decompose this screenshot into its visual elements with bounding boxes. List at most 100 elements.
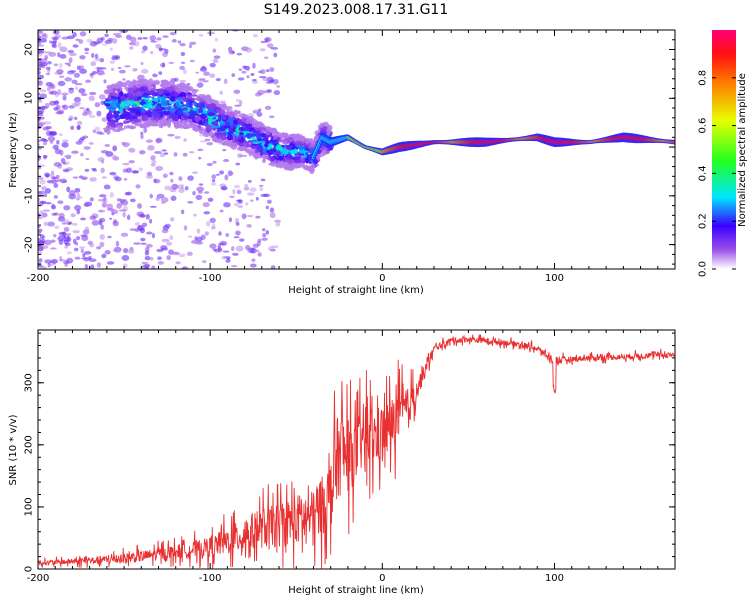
ridge-blob <box>178 82 184 88</box>
noise-blob <box>187 200 194 204</box>
ridge-blob <box>131 103 138 108</box>
ridge-blob <box>279 160 285 167</box>
ridge-blob <box>244 148 250 153</box>
noise-blob <box>237 199 243 204</box>
ridge-blob <box>134 97 140 102</box>
ridge-blob <box>207 112 216 117</box>
noise-blob <box>273 52 278 58</box>
noise-blob <box>149 218 153 224</box>
noise-blob <box>72 229 80 234</box>
ridge-blob <box>275 145 283 151</box>
ridge-blob <box>185 103 190 108</box>
noise-blob <box>43 141 47 146</box>
ridge-blob <box>304 147 310 151</box>
noise-blob <box>210 182 217 186</box>
spectrogram-x-tick-label: -200 <box>27 273 50 284</box>
noise-blob <box>138 167 144 172</box>
ridge-blob <box>186 119 194 123</box>
noise-blob <box>39 89 47 93</box>
snr-x-tick-label: 100 <box>545 573 564 584</box>
noise-blob <box>198 156 202 160</box>
ridge-blob <box>195 95 201 102</box>
noise-blob <box>85 79 91 83</box>
noise-blob <box>57 42 62 49</box>
noise-blob <box>43 221 48 227</box>
noise-blob <box>50 90 58 95</box>
noise-blob <box>72 44 79 48</box>
colorbar-tick-label: 0.6 <box>698 118 709 134</box>
noise-blob <box>145 174 153 179</box>
noise-blob <box>181 61 186 64</box>
noise-blob <box>137 37 143 40</box>
ridge-blob <box>217 116 222 122</box>
noise-blob <box>111 38 118 44</box>
noise-blob <box>57 200 64 205</box>
noise-blob <box>140 213 146 218</box>
ridge-blob <box>254 148 259 154</box>
noise-blob <box>101 43 108 46</box>
noise-blob <box>61 92 69 96</box>
noise-blob <box>61 231 67 237</box>
noise-blob <box>192 171 199 174</box>
noise-blob <box>184 186 189 191</box>
noise-blob <box>252 109 260 114</box>
ridge-blob <box>132 85 137 90</box>
ridge-blob <box>200 94 207 99</box>
ridge-blob <box>232 119 238 125</box>
ridge-blob <box>131 108 137 114</box>
noise-blob <box>82 176 88 180</box>
noise-blob <box>75 38 80 41</box>
noise-blob <box>244 244 251 251</box>
noise-blob <box>86 107 90 111</box>
ridge-blob <box>226 123 231 126</box>
ridge-blob <box>252 141 260 145</box>
ridge-blob <box>232 124 237 128</box>
colorbar-label: Normalized spectral amplitude <box>737 73 748 227</box>
noise-blob <box>38 258 43 263</box>
noise-blob <box>233 89 241 94</box>
noise-blob <box>179 79 187 83</box>
noise-blob <box>69 70 77 73</box>
noise-blob <box>92 168 97 172</box>
snr-x-tick-label: -100 <box>199 573 222 584</box>
noise-blob <box>85 110 93 116</box>
ridge-blob <box>103 89 112 95</box>
noise-blob <box>74 256 81 260</box>
ridge-blob <box>178 96 182 102</box>
noise-blob <box>72 176 79 179</box>
noise-blob <box>141 68 149 74</box>
noise-blob <box>38 70 41 76</box>
noise-blob <box>222 159 230 162</box>
noise-blob <box>106 203 114 210</box>
ridge-blob <box>184 112 191 117</box>
noise-blob <box>233 184 241 189</box>
noise-blob <box>186 251 193 257</box>
noise-blob <box>107 37 113 42</box>
ridge-blob <box>211 121 219 126</box>
ridge-blob <box>126 91 134 97</box>
noise-blob <box>219 170 225 175</box>
noise-blob <box>269 115 275 119</box>
noise-blob <box>198 183 204 186</box>
ridge-blob <box>190 122 197 126</box>
noise-blob <box>215 173 220 176</box>
noise-blob <box>150 40 158 43</box>
noise-blob <box>79 137 86 141</box>
noise-blob <box>122 211 126 218</box>
ridge-blob <box>325 149 330 154</box>
chart-title: S149.2023.008.17.31.G11 <box>264 2 449 18</box>
noise-blob <box>187 235 193 238</box>
ridge-blob <box>182 86 190 92</box>
ridge-blob <box>287 136 294 143</box>
noise-blob <box>259 48 266 52</box>
noise-blob <box>154 150 163 154</box>
ridge-blob <box>251 145 257 150</box>
ridge-blob <box>276 156 284 161</box>
ridge-blob <box>309 168 315 175</box>
noise-blob <box>226 257 231 261</box>
noise-blob <box>49 247 57 250</box>
noise-blob <box>89 215 97 221</box>
noise-blob <box>167 133 175 137</box>
ridge-blob <box>118 81 123 88</box>
